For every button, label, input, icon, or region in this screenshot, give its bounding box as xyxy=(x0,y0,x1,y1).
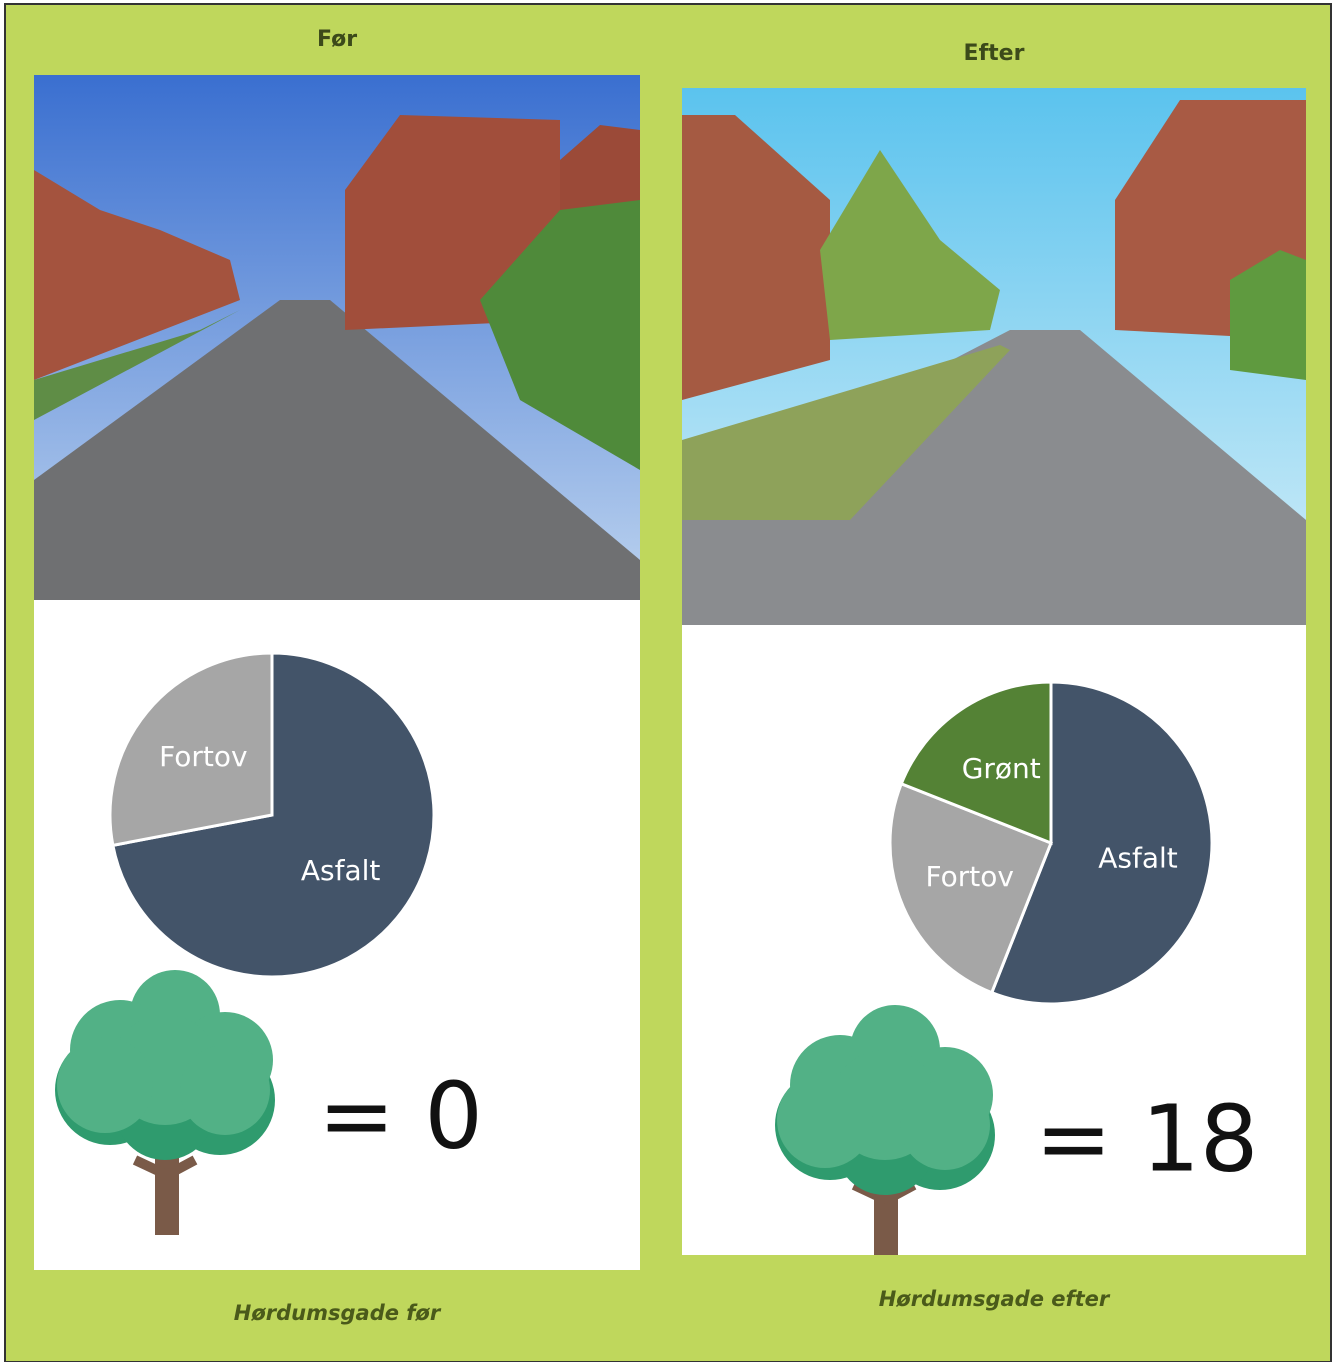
infographic: Før Efter = 0 = 18 Hørdumsgade før H xyxy=(0,0,1336,1362)
photo-after xyxy=(682,88,1306,625)
heading: Efter xyxy=(964,41,1025,66)
tree-count: = 18 xyxy=(1035,1085,1258,1192)
slice-label: Asfalt xyxy=(1098,842,1178,875)
slice-label: Fortov xyxy=(926,860,1014,893)
photo-before xyxy=(34,75,640,600)
heading: Før xyxy=(317,27,357,52)
slice-label: Fortov xyxy=(159,740,247,773)
caption: Hørdumsgade før xyxy=(234,1301,442,1325)
slice-label: Grønt xyxy=(962,752,1041,785)
slice-label: Asfalt xyxy=(301,854,381,887)
caption: Hørdumsgade efter xyxy=(879,1287,1111,1311)
tree-count: = 0 xyxy=(318,1062,483,1169)
